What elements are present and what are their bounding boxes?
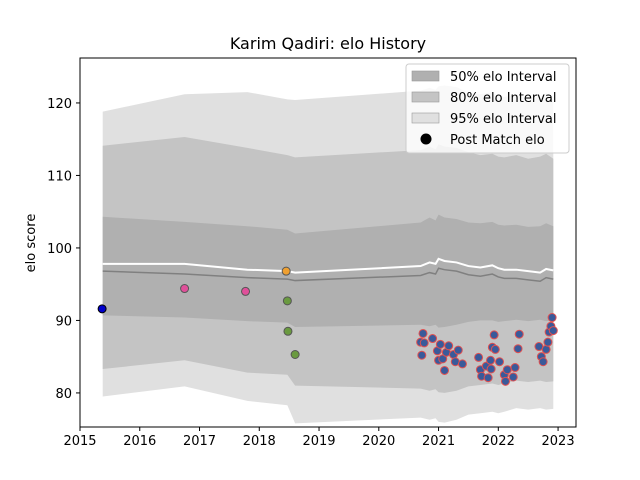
post-match-point-49 [547,313,557,323]
post-match-point-24 [474,352,484,362]
chart-title: Karim Qadiri: elo History [230,34,426,53]
x-tick-label-2017: 2017 [183,434,216,449]
post-match-point-40 [513,344,523,354]
x-tick-label-2023: 2023 [542,434,575,449]
post-match-point-17 [440,365,450,375]
plot-frame [79,57,577,428]
legend-label-4: Post Match elo [450,133,545,148]
x-tick-label-2015: 2015 [63,434,96,449]
post-match-point-4 [281,266,291,276]
post-match-point-50 [548,326,558,336]
post-match-point-33 [490,344,500,354]
post-match-point-12 [428,334,438,344]
post-match-point-30 [486,364,496,374]
post-match-point-23 [457,359,467,369]
post-match-point-11 [419,338,429,348]
post-match-point-45 [541,344,551,354]
post-match-point-32 [489,330,499,340]
legend-swatch-2 [411,91,440,103]
post-match-point-28 [483,373,493,383]
legend-marker-4 [420,133,432,145]
post-match-point-22 [453,345,463,355]
post-match-point-29 [486,355,496,365]
post-match-point-46 [543,337,553,347]
y-tick-label-110: 110 [47,169,72,184]
y-axis-label: elo score [24,214,39,273]
legend-swatch-1 [411,70,440,82]
post-match-point-3 [241,286,251,296]
post-match-point-39 [510,363,520,373]
y-tick-label-120: 120 [47,97,72,112]
legend-label-1: 50% elo Interval [450,70,557,85]
post-match-point-5 [282,296,292,306]
legend: 50% elo Interval 80% elo Interval 95% elo … [405,63,570,154]
legend-box [405,63,570,154]
post-match-point-19 [444,341,454,351]
x-tick-label-2019: 2019 [302,434,335,449]
legend-swatch-3 [411,112,440,124]
post-match-point-1 [97,304,107,314]
x-tick-label-2021: 2021 [422,434,455,449]
y-tick-label-90: 90 [55,314,72,329]
post-match-point-7 [290,350,300,359]
post-match-point-15 [435,339,445,349]
post-match-point-38 [508,372,518,382]
y-tick-label-100: 100 [47,242,72,257]
post-match-point-9 [417,350,427,360]
legend-label-3: 95% elo Interval [450,112,557,127]
post-match-point-36 [500,376,510,386]
x-tick-label-2022: 2022 [482,434,515,449]
y-tick-label-80: 80 [55,387,72,402]
post-match-point-6 [283,326,293,336]
x-tick-label-2016: 2016 [123,434,156,449]
x-tick-label-2020: 2020 [362,434,395,449]
post-match-point-37 [502,365,512,375]
post-match-point-44 [538,357,548,367]
post-match-point-41 [514,329,524,339]
plot-area: 2015 2016 2017 2018 2019 2020 2021 2022 2023 80 90… [47,57,577,449]
series-line-1 [102,267,554,283]
post-match-point-2 [180,284,190,294]
legend-label-2: 80% elo Interval [450,91,557,106]
post-match-point-10 [418,328,428,338]
post-match-point-34 [495,357,505,367]
x-tick-label-2018: 2018 [243,434,276,449]
